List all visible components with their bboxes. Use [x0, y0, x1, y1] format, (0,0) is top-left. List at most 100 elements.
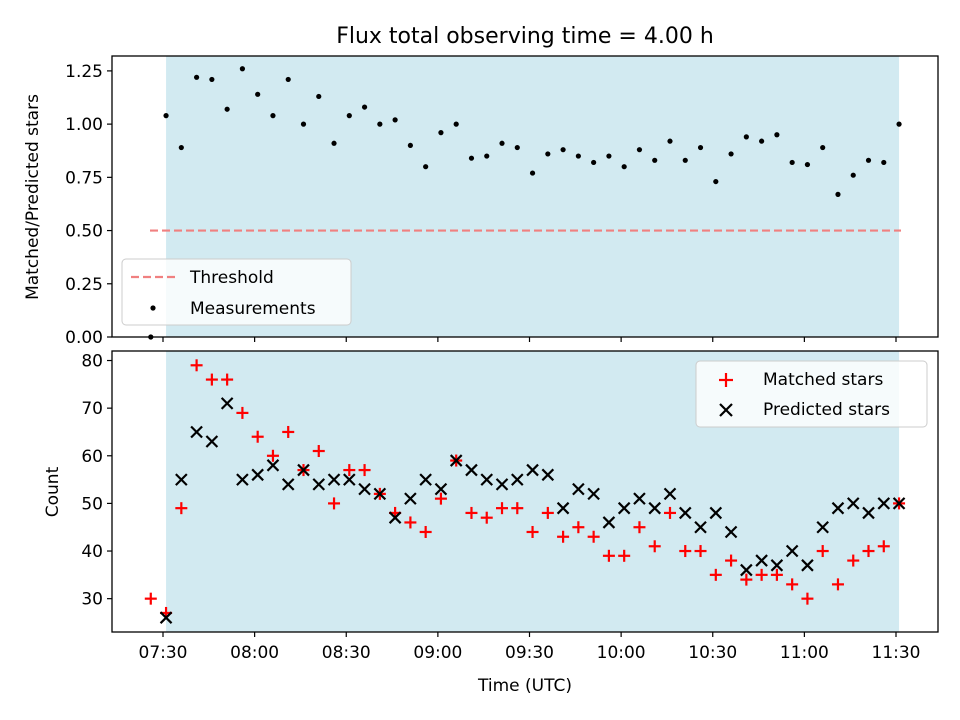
predicted-star-point: [587, 487, 600, 501]
matched-star-point: [648, 540, 661, 553]
predicted-star-stroke-b: [694, 520, 707, 534]
predicted-star-stroke-b: [511, 473, 524, 486]
predicted-star-point: [892, 497, 906, 510]
legend-matched-swatch: [719, 373, 733, 387]
top-panel: 0.00 0.25 0.50 0.75 1.00 1.25 Matched/Predict…: [23, 55, 939, 348]
legend-measurements-label: Measurements: [190, 299, 316, 319]
matched-star-point: [862, 545, 875, 558]
matched-star-point: [770, 568, 783, 581]
predicted-star-stroke-b: [449, 454, 463, 467]
measurement-point: [163, 113, 169, 119]
x-tick-label: 11:00: [780, 643, 829, 663]
measurement-point: [423, 164, 429, 170]
predicted-star-point: [480, 473, 494, 486]
predicted-star-stroke-b: [205, 435, 219, 448]
x-tick-label: 11:30: [872, 643, 921, 663]
predicted-star-point: [404, 492, 417, 505]
predicted-star-point: [541, 468, 555, 482]
predicted-star-point: [281, 478, 295, 491]
predicted-star-point: [785, 544, 799, 558]
measurement-point: [774, 132, 780, 138]
measurement-point: [407, 142, 413, 149]
bottom-x-ticks: 07:30 08:00 08:30 09:00 09:30 10:00 10:30 11:00…: [139, 632, 921, 663]
matched-star-point: [526, 525, 539, 538]
measurement-point: [606, 153, 612, 159]
measurement-point: [529, 170, 536, 176]
matched-star-point: [358, 464, 371, 477]
matched-star-point: [328, 497, 341, 510]
predicted-star-stroke-b: [556, 501, 570, 515]
predicted-star-stroke-b: [755, 554, 768, 567]
measurement-point: [392, 117, 398, 123]
measurement-point: [438, 130, 444, 136]
predicted-star-stroke-b: [617, 501, 631, 515]
top-y-tick-label: 0.25: [65, 275, 103, 295]
measurement-point: [209, 76, 215, 83]
predicted-star-point: [877, 497, 891, 510]
matched-star-point: [282, 425, 295, 438]
predicted-star-point: [724, 525, 738, 539]
predicted-star-stroke-b: [236, 473, 249, 486]
matched-star-point: [266, 449, 279, 462]
predicted-star-stroke-b: [281, 478, 295, 491]
measurement-point: [820, 144, 826, 151]
predicted-star-stroke-b: [297, 463, 310, 477]
matched-star-point: [557, 530, 570, 543]
predicted-star-stroke-b: [159, 611, 173, 624]
predicted-star-point: [175, 473, 188, 486]
measurement-point: [713, 178, 719, 185]
matched-star-point: [465, 506, 478, 519]
predicted-star-stroke-b: [831, 501, 845, 515]
stars-series: [144, 359, 906, 624]
bottom-y-tick-label: 60: [81, 447, 103, 467]
matched-star-point: [831, 578, 844, 591]
predicted-star-point: [220, 397, 234, 410]
measurement-point: [484, 153, 490, 159]
predicted-star-point: [419, 473, 432, 486]
bottom-legend-box: [695, 360, 928, 428]
predicted-star-stroke-b: [495, 478, 509, 491]
predicted-star-stroke-b: [846, 497, 860, 510]
bottom-y-tick-label: 30: [81, 590, 103, 610]
predicted-star-point: [602, 516, 616, 529]
predicted-star-stroke-b: [678, 506, 692, 520]
measurement-point: [636, 147, 643, 153]
measurement-point: [591, 159, 597, 166]
measurement-point: [896, 121, 902, 127]
bottom-legend: Matched stars Predicted stars: [695, 360, 928, 428]
predicted-star-stroke-b: [373, 487, 387, 501]
predicted-star-point: [449, 454, 463, 467]
predicted-star-stroke-b: [434, 482, 448, 496]
predicted-star-stroke-b: [404, 492, 417, 505]
matched-star-point: [541, 506, 554, 519]
predicted-star-point: [694, 520, 707, 534]
matched-star-point: [251, 430, 264, 443]
matched-star-point: [175, 502, 188, 515]
predicted-star-point: [770, 559, 784, 572]
matched-star-point: [618, 549, 631, 562]
measurement-point: [881, 159, 887, 166]
bottom-y-tick-label: 80: [81, 352, 103, 372]
measurement-point: [453, 121, 459, 127]
predicted-star-point: [633, 492, 646, 505]
x-tick-label: 08:00: [230, 643, 279, 663]
measurement-point: [560, 147, 566, 153]
predicted-star-point: [526, 463, 539, 477]
legend-matched-label: Matched stars: [763, 370, 883, 390]
measurement-point: [377, 121, 383, 127]
measurement-point: [468, 155, 475, 161]
measurement-point: [545, 151, 551, 157]
matched-star-point: [740, 573, 753, 586]
predicted-star-point: [159, 611, 173, 624]
measurement-point: [255, 91, 261, 97]
matched-star-point: [404, 516, 417, 529]
matched-star-point: [312, 445, 325, 458]
predicted-star-point: [556, 501, 570, 515]
predicted-star-stroke-b: [633, 492, 646, 505]
bottom-y-axis-label: Count: [43, 466, 63, 517]
predicted-star-stroke-b: [480, 473, 494, 486]
top-x-ticks: [162, 337, 897, 342]
x-tick-label: 09:00: [413, 643, 462, 663]
matched-star-point: [725, 554, 738, 567]
